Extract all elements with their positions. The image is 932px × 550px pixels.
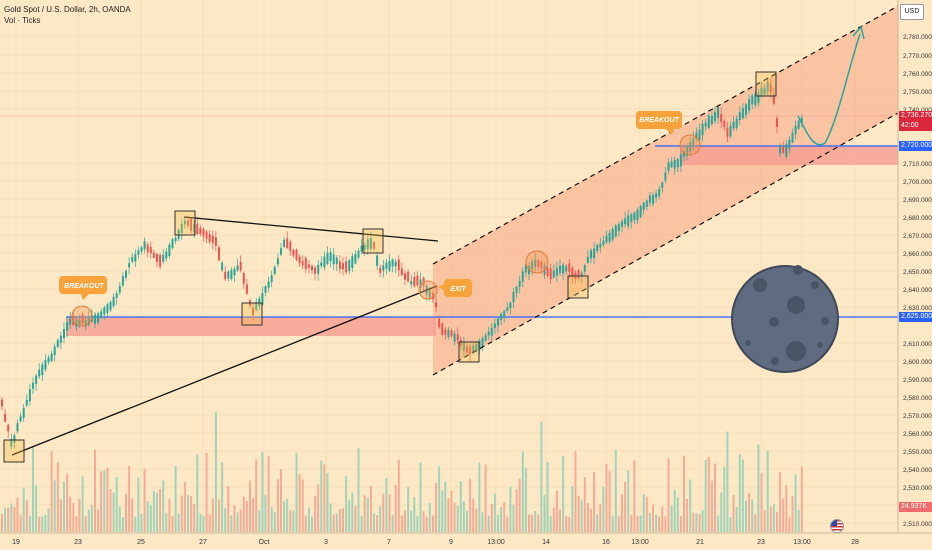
exit-label: EXIT xyxy=(450,286,466,293)
breakout-label: BREAKOUT xyxy=(639,117,679,124)
price-tick-label: 2,650.000 xyxy=(903,269,932,276)
time-axis[interactable]: 19 23 25 27 Oct 3 7 9 13:00 14 16 13:00 21 23 13:00 28 xyxy=(12,539,859,546)
price-tick-label: 2,590.000 xyxy=(903,377,932,384)
price-tick-label: 2,690.000 xyxy=(903,197,932,204)
price-tick-label: 2,680.000 xyxy=(903,215,932,222)
pivot-box[interactable] xyxy=(567,275,589,299)
price-tick-label: 2,760.000 xyxy=(903,71,932,78)
time-tick-label: 3 xyxy=(324,539,328,546)
channel-fill xyxy=(433,6,898,375)
breakout-callout-left[interactable]: BREAKOUT xyxy=(59,276,107,300)
price-tick-label: 2,610.000 xyxy=(903,341,932,348)
pivot-box[interactable] xyxy=(3,439,25,463)
rising-trendline[interactable] xyxy=(11,285,438,456)
current-price-value: 2,736.270 xyxy=(901,112,932,119)
us-flag-icon[interactable] xyxy=(830,519,844,533)
chart-legend[interactable]: Gold Spot / U.S. Dollar, 2h, OANDA Vol ·… xyxy=(4,4,131,26)
channel-lower-line[interactable] xyxy=(432,112,899,376)
candlesticks xyxy=(1,77,803,450)
price-tick-label: 2,780.000 xyxy=(903,34,932,41)
falling-trendline[interactable] xyxy=(183,216,439,242)
retest-circle[interactable] xyxy=(525,250,549,274)
breakout-callout-right[interactable]: BREAKOUT xyxy=(636,111,682,135)
price-tick-label: 2,600.000 xyxy=(903,359,932,366)
price-tick-label: 2,630.000 xyxy=(903,305,932,312)
price-tick-label: 2,560.000 xyxy=(903,431,932,438)
time-tick-label: 13:00 xyxy=(631,539,649,546)
time-tick-label: 21 xyxy=(696,539,704,546)
price-tick-label: 2,670.000 xyxy=(903,233,932,240)
breakout-circle[interactable] xyxy=(71,305,93,327)
time-tick-label: Oct xyxy=(259,539,270,546)
price-tick-label: 2,580.000 xyxy=(903,395,932,402)
time-tick-label: 14 xyxy=(542,539,550,546)
time-tick-label: 19 xyxy=(12,539,20,546)
time-tick-label: 27 xyxy=(199,539,207,546)
price-tick-label: 2,540.000 xyxy=(903,467,932,474)
projection-arrowhead xyxy=(852,25,865,40)
price-tick-label: 2,570.000 xyxy=(903,413,932,420)
exit-circle[interactable] xyxy=(418,280,438,300)
time-tick-label: 23 xyxy=(757,539,765,546)
support-zone xyxy=(66,317,436,336)
resistance-zone xyxy=(680,146,898,165)
exit-callout[interactable]: EXIT xyxy=(438,279,472,297)
current-price-badge: 2,736.270 42:00 xyxy=(899,111,932,131)
time-tick-label: 13:00 xyxy=(487,539,505,546)
pivot-box[interactable] xyxy=(174,210,196,236)
pivot-box[interactable] xyxy=(458,341,480,363)
time-tick-label: 16 xyxy=(602,539,610,546)
time-tick-label: 28 xyxy=(851,539,859,546)
price-tick-label: 2,660.000 xyxy=(903,251,932,258)
price-tick-label: 2,550.000 xyxy=(903,449,932,456)
volume-badge: 24.937K xyxy=(899,502,932,512)
price-tick-label: 2,510.000 xyxy=(903,521,932,528)
volume-bars xyxy=(1,411,803,532)
currency-button[interactable]: USD xyxy=(900,4,924,20)
symbol-title[interactable]: Gold Spot / U.S. Dollar, 2h, OANDA xyxy=(4,5,131,14)
channel-upper-line[interactable] xyxy=(432,5,899,265)
time-tick-label: 25 xyxy=(137,539,145,546)
breakout-label: BREAKOUT xyxy=(64,283,104,290)
indicator-title[interactable]: Vol · Ticks xyxy=(4,16,41,25)
price-tick-label: 2,640.000 xyxy=(903,287,932,294)
price-tick-label: 2,770.000 xyxy=(903,53,932,60)
time-tick-label: 9 xyxy=(449,539,453,546)
level-lower-badge: 2,625.000 xyxy=(899,312,932,322)
pivot-box[interactable] xyxy=(755,71,777,97)
price-tick-label: 2,700.000 xyxy=(903,179,932,186)
bar-countdown: 42:00 xyxy=(901,122,919,129)
time-tick-label: 7 xyxy=(387,539,391,546)
time-tick-label: 13:00 xyxy=(793,539,811,546)
projection-path[interactable] xyxy=(797,33,861,146)
price-tick-label: 2,710.000 xyxy=(903,161,932,168)
price-tick-label: 2,740.000 xyxy=(903,107,932,114)
level-upper-badge: 2,720.000 xyxy=(899,141,932,151)
time-tick-label: 23 xyxy=(74,539,82,546)
pivot-box[interactable] xyxy=(362,228,384,254)
breakout-circle[interactable] xyxy=(679,134,701,156)
price-tick-label: 2,750.000 xyxy=(903,89,932,96)
price-tick-label: 2,530.000 xyxy=(903,485,932,492)
pivot-box[interactable] xyxy=(241,302,263,326)
moon-icon xyxy=(731,265,839,373)
